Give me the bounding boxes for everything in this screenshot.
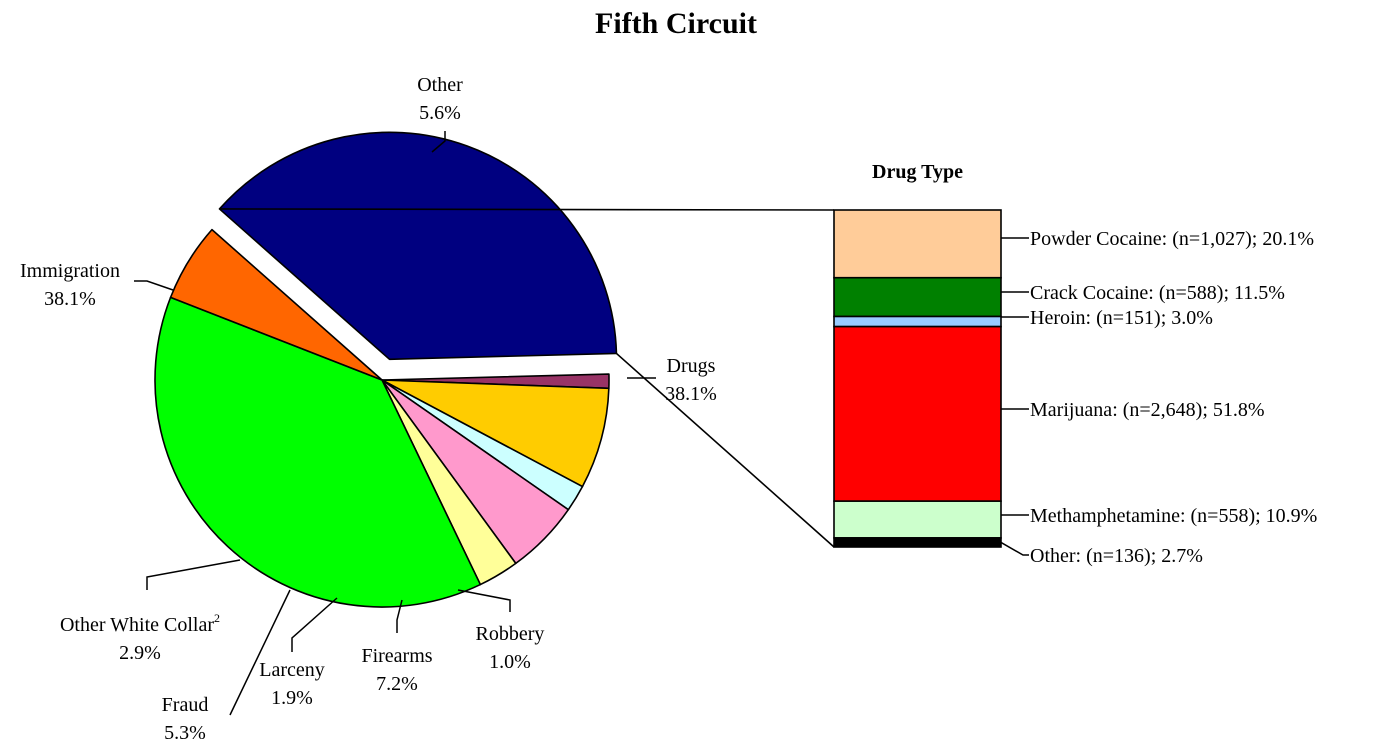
slice-value-other: 5.6% [419, 102, 461, 124]
slice-value-firearms: 7.2% [376, 673, 418, 695]
pie-slice-firearms [381, 379, 610, 488]
bar-segment-powder-cocaine [833, 209, 1002, 279]
drug-type-title: Drug Type [872, 161, 963, 183]
bar-segment-marijuana [833, 325, 1002, 502]
bar-segment-methamphetamine [833, 500, 1002, 539]
slice-value-larceny: 1.9% [271, 687, 313, 709]
bar-segment-crack-cocaine [833, 276, 1002, 318]
slice-label-larceny: Larceny [259, 659, 325, 681]
leader-line-other-white-collar [146, 559, 241, 590]
leader-line-other [431, 131, 446, 153]
bar-label-marijuana: Marijuana: (n=2,648); 51.8% [1030, 399, 1265, 421]
pie-slice-other [169, 228, 383, 381]
bar-label-other: Other: (n=136); 2.7% [1030, 545, 1203, 567]
slice-label-drugs: Drugs [667, 355, 716, 377]
bar-label-heroin: Heroin: (n=151); 3.0% [1030, 307, 1213, 329]
pie-chart: Drugs 38.1% Robbery 1.0% Firearms 7.2% Larceny… [20, 74, 835, 744]
slice-label-other-white-collar: Other White Collar2 [60, 611, 220, 636]
bar-segment-other [833, 537, 1002, 548]
pie-slice-immigration [154, 296, 482, 608]
leader-line-robbery [457, 589, 511, 612]
slice-label-fraud: Fraud [162, 694, 209, 716]
leader-line-firearms [396, 599, 403, 633]
slice-value-immigration: 38.1% [44, 288, 96, 310]
bar-leader-other [1000, 541, 1029, 556]
slice-value-drugs: 38.1% [665, 383, 717, 405]
pie-slice-drugs [218, 131, 618, 361]
bar-label-powder-cocaine: Powder Cocaine: (n=1,027); 20.1% [1030, 228, 1314, 250]
slice-value-other-white-collar: 2.9% [119, 642, 161, 664]
slice-label-immigration: Immigration [20, 260, 120, 282]
bar-label-methamphetamine: Methamphetamine: (n=558); 10.9% [1030, 505, 1317, 527]
bar-segment-heroin [833, 315, 1002, 328]
slice-value-fraud: 5.3% [164, 722, 206, 744]
drug-type-bar: Drug Type Powder Cocaine: (n=1,027); 20.1… [833, 161, 1317, 567]
chart-title: Fifth Circuit [595, 7, 757, 40]
leader-line-immigration [134, 280, 174, 291]
slice-label-robbery: Robbery [476, 623, 545, 645]
leader-line-fraud [229, 589, 291, 716]
leader-line-larceny [291, 597, 338, 652]
connector-line-top [219, 208, 835, 211]
slice-label-firearms: Firearms [361, 645, 432, 667]
connector-line-bottom [615, 352, 835, 548]
slice-value-robbery: 1.0% [489, 651, 531, 673]
slice-label-other: Other [417, 74, 463, 96]
slice-label-superscript: 2 [214, 611, 220, 625]
bar-label-crack-cocaine: Crack Cocaine: (n=588); 11.5% [1030, 282, 1285, 304]
